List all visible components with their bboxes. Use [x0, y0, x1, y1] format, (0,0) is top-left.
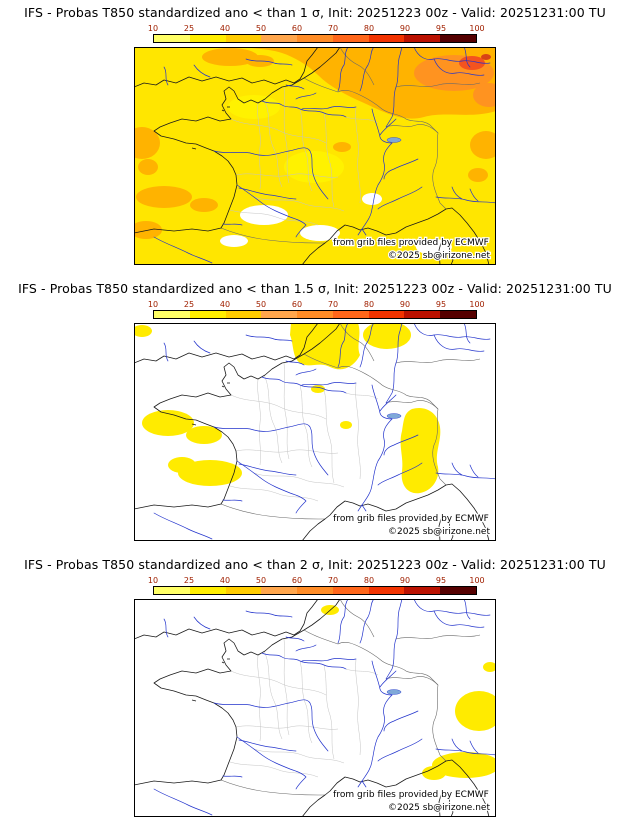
- colorbar: 10 25 40 50 60 70 80 90 95 100: [148, 23, 485, 46]
- colorbar-tick-label: 70: [327, 576, 339, 585]
- probability-field-lt-1-sigma: [134, 47, 496, 265]
- colorbar-tick-label: 80: [363, 300, 375, 309]
- colorbar-segment: [189, 311, 226, 318]
- colorbar-segment: [261, 587, 298, 594]
- colorbar-segment: [297, 587, 333, 594]
- probability-field-lt-1.5-sigma: [134, 323, 496, 541]
- colorbar-segment: [404, 311, 441, 318]
- colorbar-segment: [332, 311, 369, 318]
- colorbar-segment: [404, 35, 441, 42]
- colorbar-tick-label: 10: [147, 24, 159, 33]
- colorbar-segment: [225, 311, 262, 318]
- colorbar-tick-label: 80: [363, 24, 375, 33]
- map-lt-1.5-sigma: [134, 323, 496, 541]
- colorbar-tick-label: 50: [255, 24, 267, 33]
- colorbar-tick-label: 50: [255, 576, 267, 585]
- colorbar-segment: [261, 311, 298, 318]
- colorbar-segment: [225, 587, 262, 594]
- colorbar-tick-label: 70: [327, 300, 339, 309]
- colorbar-tick-label: 95: [435, 300, 447, 309]
- panel-title: IFS - Probas T850 standardized ano < tha…: [24, 557, 606, 572]
- colorbar-tick-label: 70: [327, 24, 339, 33]
- colorbar-segment: [332, 587, 369, 594]
- colorbar-tick-label: 100: [469, 24, 485, 33]
- colorbar-tick-label: 40: [219, 576, 231, 585]
- colorbar-segment: [261, 35, 298, 42]
- colorbar-tick-label: 60: [291, 24, 303, 33]
- colorbar-segment: [440, 587, 477, 594]
- panel-lt-2-sigma: IFS - Probas T850 standardized ano < tha…: [0, 552, 630, 828]
- colorbar-tick-label: 80: [363, 576, 375, 585]
- colorbar-segment: [332, 35, 369, 42]
- panel-lt-1-sigma: IFS - Probas T850 standardized ano < tha…: [0, 0, 630, 276]
- colorbar-tick-label: 100: [469, 576, 485, 585]
- map-lt-2-sigma: [134, 599, 496, 817]
- colorbar-segment: [154, 311, 190, 318]
- panel-lt-1.5-sigma: IFS - Probas T850 standardized ano < tha…: [0, 276, 630, 552]
- colorbar-tick-label: 40: [219, 24, 231, 33]
- colorbar-tick-label: 95: [435, 576, 447, 585]
- probability-field-lt-2-sigma: [134, 599, 496, 817]
- colorbar-segment: [297, 311, 333, 318]
- colorbar-segment: [368, 587, 405, 594]
- colorbar-segment: [440, 311, 477, 318]
- map-lt-1-sigma: [134, 47, 496, 265]
- colorbar-tick-label: 90: [399, 300, 411, 309]
- colorbar: 10 25 40 50 60 70 80 90 95 100: [148, 575, 485, 598]
- colorbar-tick-label: 90: [399, 24, 411, 33]
- colorbar-segment: [368, 35, 405, 42]
- colorbar-tick-label: 60: [291, 300, 303, 309]
- colorbar-tick-label: 50: [255, 300, 267, 309]
- colorbar: 10 25 40 50 60 70 80 90 95 100: [148, 299, 485, 322]
- colorbar-tick-label: 100: [469, 300, 485, 309]
- colorbar-tick-label: 60: [291, 576, 303, 585]
- colorbar-tick-label: 90: [399, 576, 411, 585]
- colorbar-tick-label: 10: [147, 576, 159, 585]
- colorbar-tick-label: 10: [147, 300, 159, 309]
- panel-title: IFS - Probas T850 standardized ano < tha…: [18, 281, 612, 296]
- colorbar-segment: [225, 35, 262, 42]
- colorbar-segment: [189, 587, 226, 594]
- colorbar-segment: [440, 35, 477, 42]
- colorbar-segment: [189, 35, 226, 42]
- colorbar-tick-label: 95: [435, 24, 447, 33]
- colorbar-segment: [154, 35, 190, 42]
- colorbar-segment: [368, 311, 405, 318]
- colorbar-tick-label: 25: [183, 24, 195, 33]
- colorbar-segment: [154, 587, 190, 594]
- colorbar-segment: [297, 35, 333, 42]
- colorbar-segment: [404, 587, 441, 594]
- colorbar-tick-label: 25: [183, 576, 195, 585]
- colorbar-tick-label: 40: [219, 300, 231, 309]
- colorbar-tick-label: 25: [183, 300, 195, 309]
- panel-title: IFS - Probas T850 standardized ano < tha…: [24, 5, 606, 20]
